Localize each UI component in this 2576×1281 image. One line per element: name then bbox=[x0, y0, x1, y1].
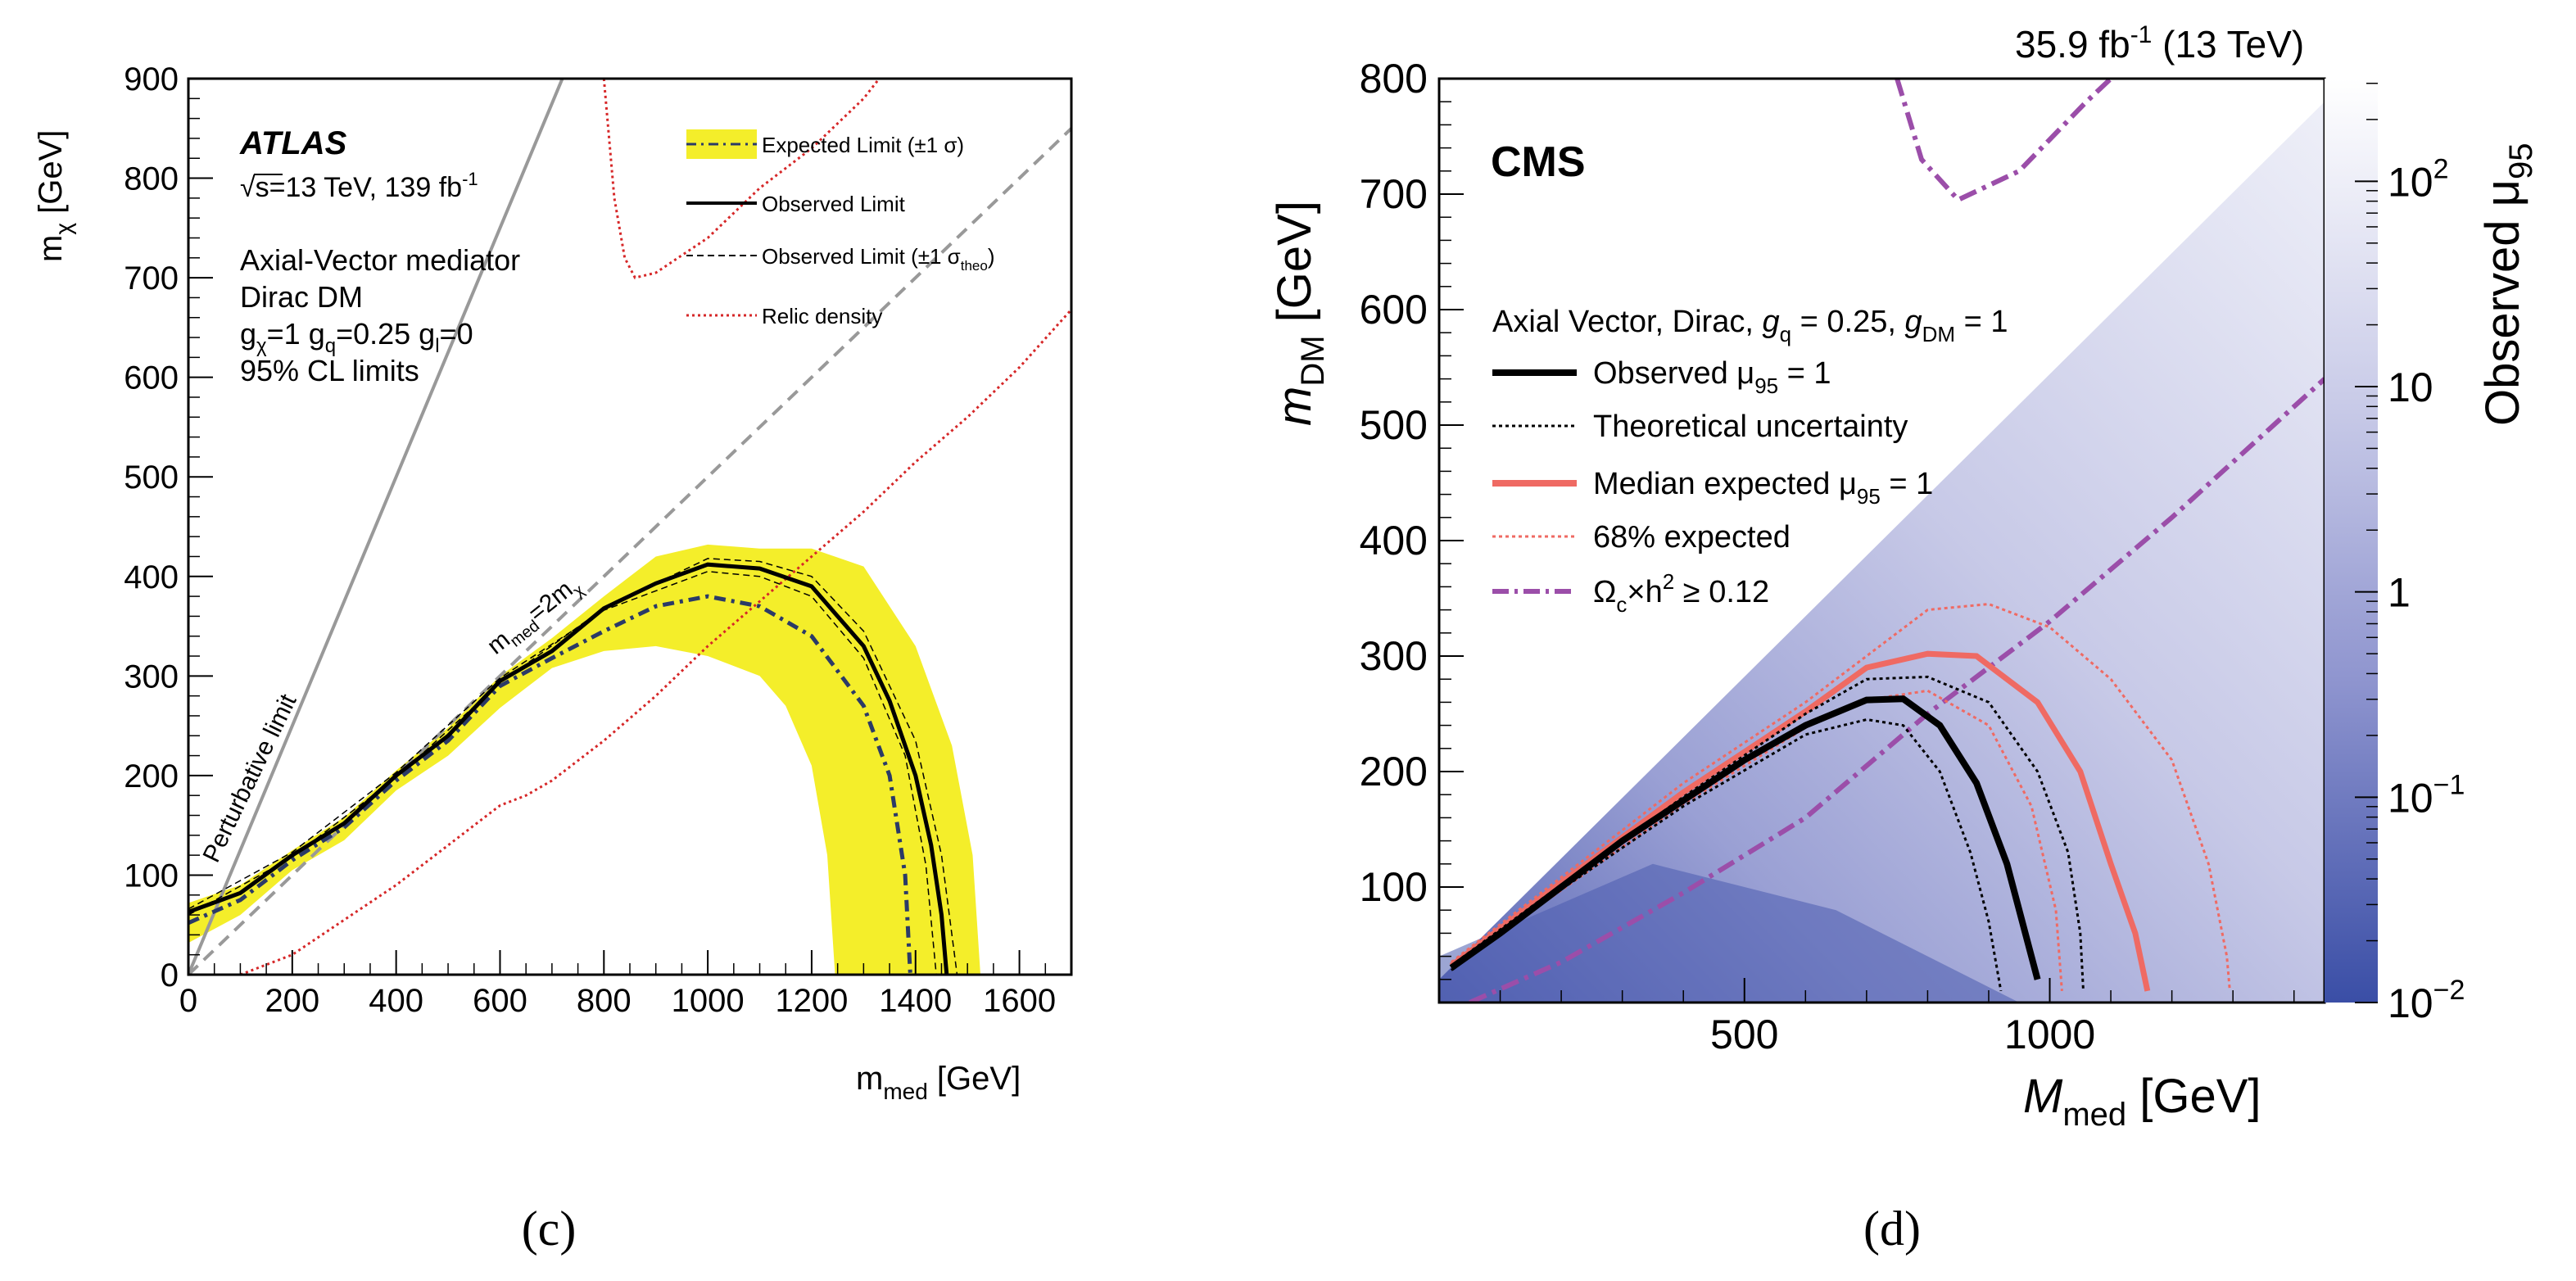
cms-model-text: Axial Vector, Dirac, gq = 0.25, gDM = 1 bbox=[1492, 305, 2008, 346]
heatmap-region bbox=[1439, 102, 2325, 1003]
y-tick-label: 700 bbox=[124, 260, 179, 296]
y-tick-label: 800 bbox=[124, 161, 179, 197]
y-tick-label: 100 bbox=[124, 858, 179, 894]
cms-panel: 500 1000 100 200 300 400 500 600 700 800 102 10 1 10−… bbox=[1268, 21, 2539, 1256]
y-tick-label: 600 bbox=[124, 360, 179, 396]
atlas-y-axis-label: mχ [GeV] bbox=[33, 130, 76, 262]
x-tick-label: 400 bbox=[369, 983, 423, 1019]
cms-x-axis-label: Mmed [GeV] bbox=[2023, 1070, 2261, 1133]
legend-label-cms-observed: Observed μ95 = 1 bbox=[1593, 356, 1831, 398]
colorbar-tick-label: 102 bbox=[2388, 153, 2449, 205]
diagonal-2m-line bbox=[188, 127, 1071, 975]
legend-label-relic: Relic density bbox=[762, 304, 882, 328]
y-tick-label: 300 bbox=[124, 659, 179, 695]
colorbar-tick-label: 10 bbox=[2388, 364, 2433, 410]
colorbar bbox=[2325, 79, 2378, 1003]
cms-x-tick-label: 500 bbox=[1710, 1012, 1778, 1057]
observed-limit-line bbox=[188, 562, 949, 975]
y-tick-label: 200 bbox=[124, 758, 179, 794]
legend-label-observed: Observed Limit bbox=[762, 192, 906, 216]
cms-legend: Observed μ95 = 1 Theoretical uncertainty… bbox=[1492, 356, 1933, 617]
perturbative-limit-label: Perturbative limit bbox=[198, 690, 302, 867]
atlas-legend: Expected Limit (±1 σ) Observed Limit Obs… bbox=[686, 129, 995, 328]
cms-theo-inner bbox=[1451, 717, 2003, 992]
cms-title: CMS bbox=[1491, 138, 1586, 186]
legend-label-cms-68: 68% expected bbox=[1593, 520, 1791, 554]
atlas-x-axis-label: mmed [GeV] bbox=[856, 1061, 1021, 1104]
cms-relic-lower bbox=[1469, 377, 2325, 1003]
y-tick-label: 400 bbox=[124, 559, 179, 595]
relic-density-upper bbox=[602, 79, 881, 279]
cms-median-expected bbox=[1449, 650, 2151, 992]
expected-limit-line bbox=[188, 594, 912, 975]
atlas-title: ATLAS bbox=[239, 125, 347, 161]
x-tick-label: 800 bbox=[577, 983, 632, 1019]
x-tick-label: 1400 bbox=[879, 983, 952, 1019]
cms-y-tick-label: 500 bbox=[1360, 402, 1428, 448]
legend-label-cms-expected: Median expected μ95 = 1 bbox=[1593, 467, 1933, 509]
legend-label-cms-theo: Theoretical uncertainty bbox=[1593, 410, 1908, 444]
cms-y-tick-label: 600 bbox=[1360, 287, 1428, 333]
x-tick-label: 600 bbox=[473, 983, 527, 1019]
y-tick-label: 500 bbox=[124, 459, 179, 496]
atlas-model-line-2: Dirac DM bbox=[240, 280, 363, 314]
panel-d-caption: (d) bbox=[1863, 1202, 1921, 1256]
expected-band bbox=[188, 544, 980, 975]
cms-y-tick-label: 200 bbox=[1360, 749, 1428, 794]
cms-y-tick-label: 700 bbox=[1360, 171, 1428, 217]
heatmap-low-region bbox=[1439, 863, 2020, 1003]
legend-label-theo: Observed Limit (±1 σtheo) bbox=[762, 244, 995, 274]
x-tick-label: 0 bbox=[179, 983, 197, 1019]
atlas-couplings: gχ=1 gq=0.25 gl=0 bbox=[240, 317, 473, 357]
colorbar-tick-label: 1 bbox=[2388, 570, 2411, 616]
cms-z-axis-label: Observed μ95 bbox=[2476, 143, 2539, 427]
atlas-energy-lumi: √s=13 TeV, 139 fb-1 bbox=[240, 169, 478, 203]
cms-observed bbox=[1449, 695, 2041, 980]
legend-swatch-band bbox=[686, 129, 757, 159]
cms-x-tick-label: 1000 bbox=[2004, 1012, 2095, 1057]
perturbative-limit-line bbox=[188, 79, 564, 975]
legend-label-cms-relic: Ωc×h2 ≥ 0.12 bbox=[1593, 569, 1769, 617]
cms-lumi: 35.9 fb-1 (13 TeV) bbox=[2015, 21, 2304, 66]
cms-relic-upper bbox=[1895, 79, 2113, 203]
colorbar-tick-label: 10−1 bbox=[2388, 769, 2465, 821]
y-tick-label: 0 bbox=[161, 957, 179, 994]
x-tick-label: 1200 bbox=[775, 983, 848, 1019]
cms-y-tick-label: 400 bbox=[1360, 518, 1428, 564]
atlas-cl-text: 95% CL limits bbox=[240, 354, 419, 387]
cms-y-tick-label: 300 bbox=[1360, 633, 1428, 679]
x-tick-label: 1000 bbox=[672, 983, 745, 1019]
panel-c-caption: (c) bbox=[522, 1202, 577, 1256]
colorbar-tick-label: 10−2 bbox=[2388, 975, 2465, 1026]
x-tick-label: 200 bbox=[265, 983, 319, 1019]
atlas-panel: 0 200 400 600 800 1000 1200 1400 1600 0 100 200 300 4… bbox=[33, 61, 1073, 1256]
cms-y-tick-label: 800 bbox=[1360, 56, 1428, 102]
x-tick-label: 1600 bbox=[983, 983, 1056, 1019]
atlas-model-line-1: Axial-Vector mediator bbox=[240, 243, 520, 277]
legend-label-expected: Expected Limit (±1 σ) bbox=[762, 133, 964, 157]
y-tick-label: 900 bbox=[124, 61, 179, 97]
cms-y-axis-label: mDM [GeV] bbox=[1268, 201, 1331, 426]
cms-68-outer bbox=[1450, 602, 2231, 992]
cms-y-tick-label: 100 bbox=[1360, 864, 1428, 910]
observed-theo-down bbox=[188, 570, 937, 975]
